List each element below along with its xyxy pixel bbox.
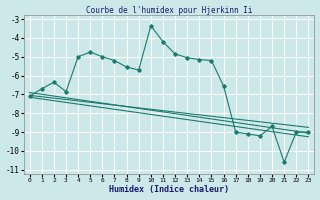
X-axis label: Humidex (Indice chaleur): Humidex (Indice chaleur) [109,185,229,194]
Title: Courbe de l'humidex pour Hjerkinn Ii: Courbe de l'humidex pour Hjerkinn Ii [86,6,252,15]
